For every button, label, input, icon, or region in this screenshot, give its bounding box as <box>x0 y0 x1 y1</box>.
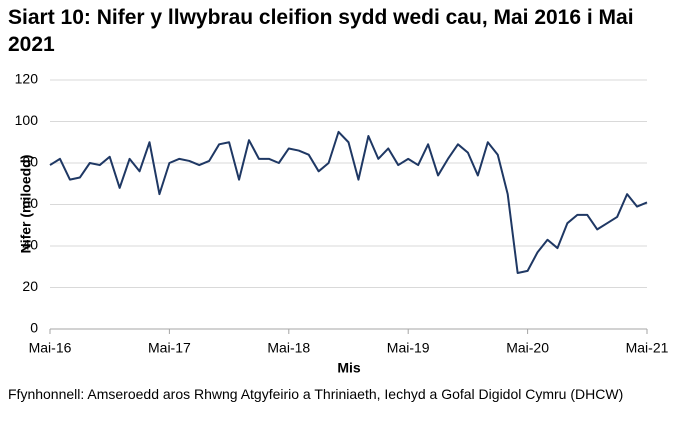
x-tick-label: Mai-16 <box>29 340 72 356</box>
x-tick-label: Mai-20 <box>506 340 549 356</box>
y-tick-label: 40 <box>22 237 38 253</box>
x-tick-label: Mai-18 <box>267 340 310 356</box>
y-tick-label: 60 <box>22 195 38 211</box>
source-note: Ffynhonnell: Amseroedd aros Rhwng Atgyfe… <box>8 386 624 402</box>
y-tick-label: 80 <box>22 154 38 170</box>
y-tick-label: 100 <box>15 112 39 128</box>
y-tick-label: 0 <box>30 320 38 336</box>
y-tick-label: 120 <box>15 71 39 87</box>
data-line <box>49 130 648 274</box>
x-tick-label: Mai-19 <box>387 340 430 356</box>
chart-title: Siart 10: Nifer y llwybrau cleifion sydd… <box>8 6 634 56</box>
y-tick-label: 20 <box>22 278 38 294</box>
x-tick-label: Mai-17 <box>148 340 191 356</box>
y-axis-label: Nifer (miloedd) <box>18 155 34 254</box>
x-tick-label: Mai-21 <box>626 340 669 356</box>
x-axis-label: Mis <box>337 360 361 376</box>
chart: Nifer (miloedd) Mis 0 20 40 60 80 100 120 Mai-1… <box>15 71 669 376</box>
